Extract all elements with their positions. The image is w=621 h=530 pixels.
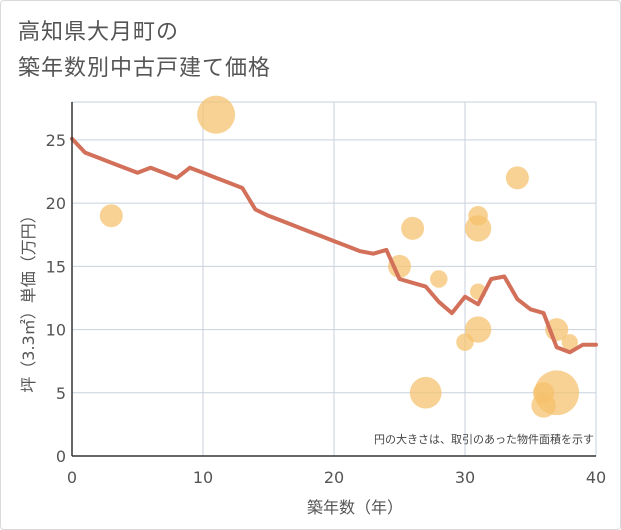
x-axis-label: 築年数（年） <box>307 498 403 517</box>
bubble-point <box>401 216 425 240</box>
bubble-point <box>468 205 488 226</box>
y-tick-label: 0 <box>56 447 66 466</box>
bubble-point <box>464 316 492 343</box>
chart-title: 高知県大月町の 築年数別中古戸建て価格 <box>18 15 271 87</box>
chart-title-line-2: 築年数別中古戸建て価格 <box>18 56 272 81</box>
bubble-series <box>99 95 580 418</box>
y-tick-label: 10 <box>46 321 66 340</box>
x-tick-label: 20 <box>324 468 344 487</box>
chart-title-line-1: 高知県大月町の <box>18 20 180 45</box>
x-tick-label: 0 <box>67 468 77 487</box>
trend-line-series <box>70 136 598 355</box>
grid-lines <box>71 101 597 457</box>
bubble-point <box>197 95 236 134</box>
bubble-point <box>456 333 474 351</box>
x-tick-label: 40 <box>586 468 606 487</box>
trend-line <box>70 136 598 355</box>
bubble-point <box>430 270 448 288</box>
bubble-point <box>561 334 578 351</box>
bubble-size-note: 円の大きさは、取引のあった物件面積を示す <box>374 432 594 446</box>
bubble-point <box>532 382 555 404</box>
x-tick-label: 30 <box>455 468 475 487</box>
bubble-point <box>388 254 411 278</box>
y-tick-label: 5 <box>56 384 66 403</box>
y-axis-label: 坪（3.3㎡）単価（万円） <box>19 207 38 392</box>
axis-ticks: 0 5 10 15 20 25 0 10 20 30 40 <box>46 102 606 487</box>
bubble-point <box>505 166 529 190</box>
x-tick-label: 10 <box>193 468 213 487</box>
y-tick-label: 15 <box>46 257 66 276</box>
bubble-point <box>99 204 123 228</box>
y-tick-label: 20 <box>46 194 66 213</box>
bubble-point <box>409 376 442 409</box>
y-tick-label: 25 <box>46 131 66 150</box>
